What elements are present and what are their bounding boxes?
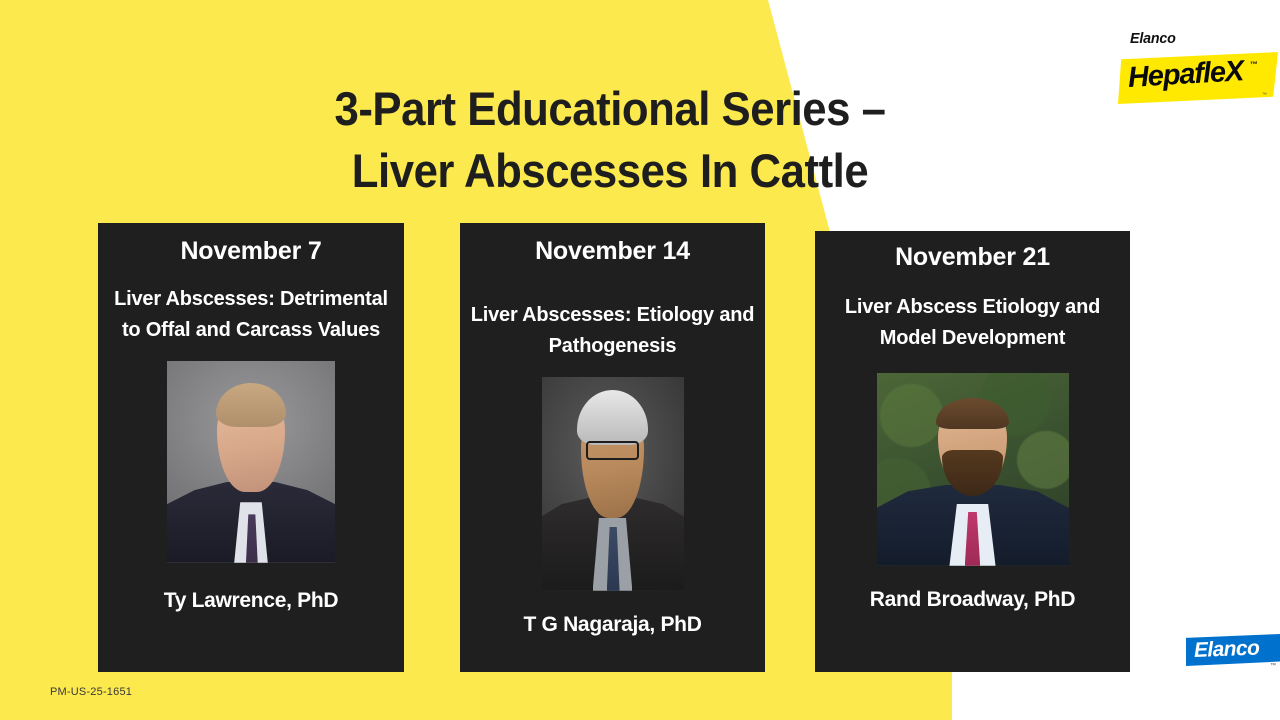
- speaker-name: Ty Lawrence, PhD: [163, 588, 339, 612]
- session-date: November 21: [895, 243, 1050, 271]
- hepaflex-trademark-icon: ™: [1249, 59, 1259, 70]
- elanco-blue-band: [1186, 634, 1280, 666]
- session-topic: Liver Abscesses: Detrimental to Offal an…: [114, 288, 388, 342]
- photo-hair-shape: [215, 383, 287, 428]
- speaker-photo-t-g-nagaraja: [541, 376, 684, 591]
- hepaflex-trademark-small-icon: ™: [1262, 92, 1267, 98]
- speaker-photo-rand-broadway: [876, 372, 1069, 566]
- session-card[interactable]: November 21 Liver Abscess Etiology and M…: [815, 231, 1130, 672]
- photo-glasses-shape: [585, 440, 640, 461]
- hepaflex-wordmark: HepafleX: [1127, 55, 1245, 94]
- session-date: November 14: [535, 237, 690, 265]
- regulatory-code: PM-US-25-1651: [50, 686, 133, 698]
- speaker-name: T G Nagaraja, PhD: [523, 612, 702, 636]
- session-date: November 7: [180, 237, 322, 265]
- photo-hair-shape: [936, 397, 1009, 429]
- elanco-trademark-icon: ™: [1270, 663, 1276, 669]
- speaker-name: Rand Broadway, PhD: [869, 587, 1076, 611]
- photo-tie-shape: [606, 526, 620, 591]
- speaker-photo-ty-lawrence: [167, 360, 335, 563]
- hepaflex-elanco-wordmark: Elanco: [1130, 30, 1176, 47]
- page-title: 3-Part Educational Series – Liver Absces…: [43, 78, 1178, 202]
- session-card[interactable]: November 14 Liver Abscesses: Etiology an…: [460, 223, 765, 672]
- title-line-2: Liver Abscesses In Cattle: [351, 144, 869, 198]
- session-topic: Liver Abscess Etiology and Model Develop…: [844, 296, 1101, 350]
- hepaflex-brand-logo: Elanco HepafleX ™ ™: [1118, 30, 1278, 108]
- elanco-wordmark: Elanco: [1193, 636, 1260, 662]
- photo-hair-shape: [577, 389, 648, 446]
- session-card[interactable]: November 7 Liver Abscesses: Detrimental …: [98, 223, 404, 672]
- session-topic: Liver Abscesses: Etiology and Pathogenes…: [470, 304, 755, 358]
- elanco-corporate-logo: Elanco ™: [1186, 630, 1280, 674]
- hepaflex-yellow-band: [1118, 52, 1278, 104]
- title-line-1: 3-Part Educational Series –: [334, 82, 886, 135]
- photo-tie-shape: [245, 514, 258, 563]
- photo-tie-shape: [964, 511, 981, 566]
